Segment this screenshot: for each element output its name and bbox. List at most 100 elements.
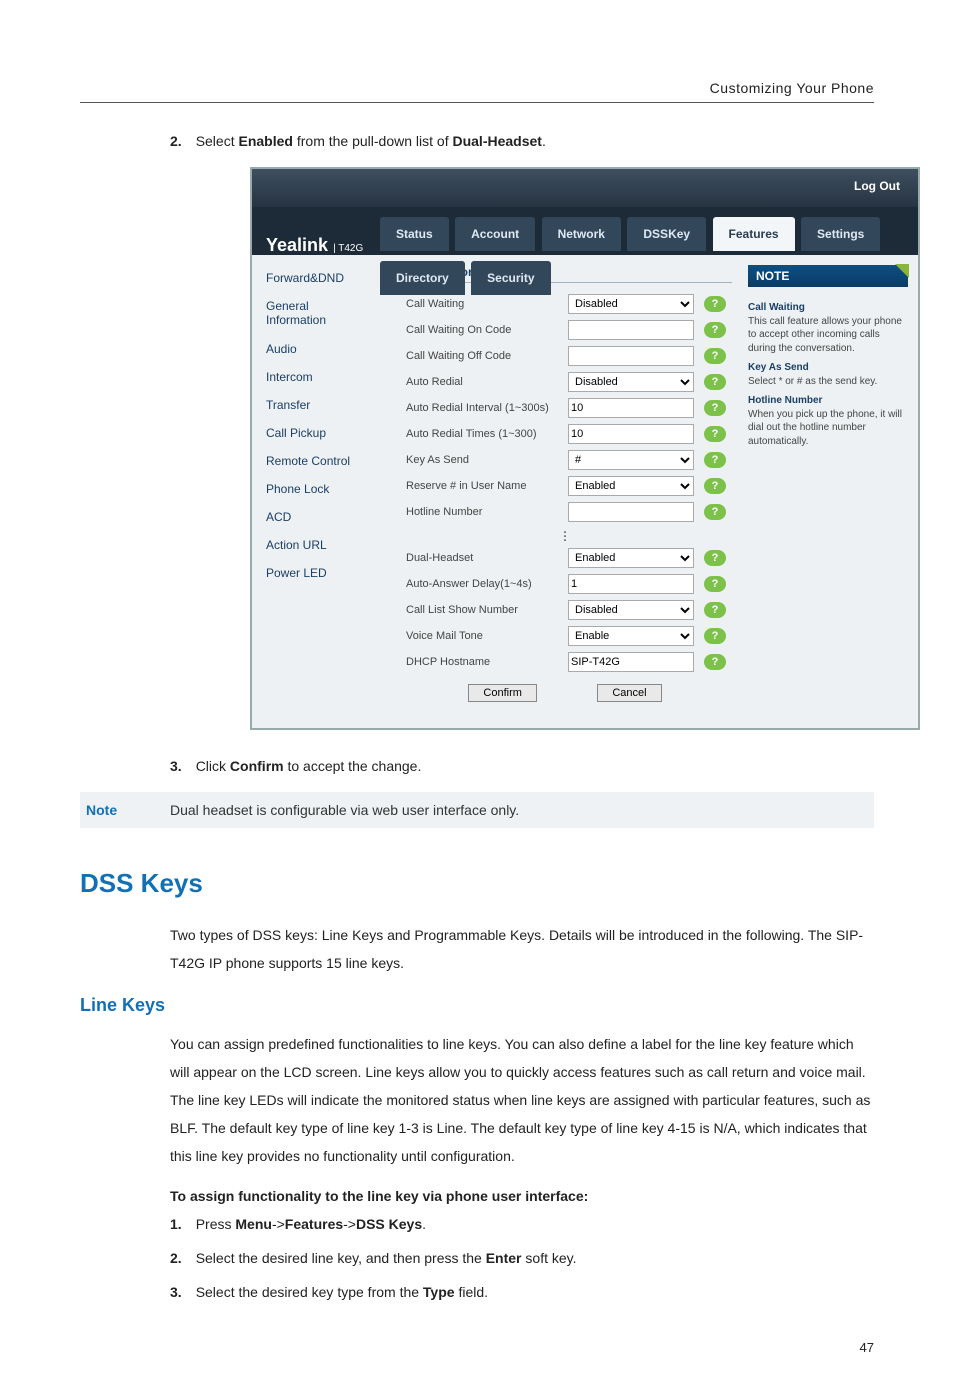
sidebar-item-general[interactable]: GeneralInformation: [252, 293, 392, 334]
form-row: Auto-Answer Delay(1~4s)?: [398, 571, 732, 597]
tab-status[interactable]: Status: [380, 217, 449, 251]
sidebar-item-acd[interactable]: ACD: [252, 504, 392, 530]
form-row: Dual-HeadsetEnabled?: [398, 545, 732, 571]
ol-3: 3.Select the desired key type from the T…: [170, 1284, 874, 1300]
tab-security[interactable]: Security: [471, 261, 550, 295]
text-input[interactable]: [568, 502, 694, 522]
select-input[interactable]: Enabled: [568, 548, 694, 568]
field-label: Hotline Number: [398, 506, 568, 518]
form-row: Auto Redial Interval (1~300s)?: [398, 395, 732, 421]
help-icon[interactable]: ?: [704, 322, 726, 338]
help-icon[interactable]: ?: [704, 478, 726, 494]
sidebar-item-remote[interactable]: Remote Control: [252, 448, 392, 474]
field-label: Voice Mail Tone: [398, 630, 568, 642]
select-input[interactable]: Disabled: [568, 294, 694, 314]
help-icon[interactable]: ?: [704, 628, 726, 644]
form-row: Call List Show NumberDisabled?: [398, 597, 732, 623]
field-label: Auto Redial Interval (1~300s): [398, 402, 568, 414]
confirm-button[interactable]: Confirm: [468, 684, 537, 702]
text-input[interactable]: [568, 424, 694, 444]
field-label: Call Waiting: [398, 298, 568, 310]
note-text: Dual headset is configurable via web use…: [170, 802, 519, 818]
field-label: Auto Redial: [398, 376, 568, 388]
tab-network[interactable]: Network: [542, 217, 621, 251]
linekeys-heading: Line Keys: [80, 995, 874, 1016]
form-row: Reserve # in User NameEnabled?: [398, 473, 732, 499]
select-input[interactable]: Disabled: [568, 372, 694, 392]
screenshot-topbar: Log Out: [252, 169, 918, 207]
note-item-body: This call feature allows your phone to a…: [748, 315, 908, 356]
select-input[interactable]: Enable: [568, 626, 694, 646]
field-label: Auto-Answer Delay(1~4s): [398, 578, 568, 590]
page-header: Customizing Your Phone: [80, 80, 874, 96]
help-icon[interactable]: ?: [704, 602, 726, 618]
step-3: 3.Click Confirm to accept the change.: [170, 758, 874, 774]
text-input[interactable]: [568, 652, 694, 672]
logout-link[interactable]: Log Out: [854, 179, 900, 193]
field-label: Call Waiting On Code: [398, 324, 568, 336]
sidebar-item-phonelock[interactable]: Phone Lock: [252, 476, 392, 502]
tab-dsskey[interactable]: DSSKey: [627, 217, 706, 251]
text-input[interactable]: [568, 398, 694, 418]
help-icon[interactable]: ?: [704, 452, 726, 468]
ellipsis: ...: [398, 525, 732, 545]
select-input[interactable]: #: [568, 450, 694, 470]
cancel-button[interactable]: Cancel: [597, 684, 661, 702]
select-input[interactable]: Enabled: [568, 476, 694, 496]
tab-features[interactable]: Features: [713, 217, 795, 251]
sidebar-item-audio[interactable]: Audio: [252, 336, 392, 362]
form-row: Call Waiting On Code?: [398, 317, 732, 343]
header-rule: [80, 102, 874, 103]
form-row: Voice Mail ToneEnable?: [398, 623, 732, 649]
sidebar-item-intercom[interactable]: Intercom: [252, 364, 392, 390]
form-row: Auto RedialDisabled?: [398, 369, 732, 395]
tab-account[interactable]: Account: [455, 217, 535, 251]
tab-settings[interactable]: Settings: [801, 217, 880, 251]
note-label: Note: [80, 802, 170, 818]
help-icon[interactable]: ?: [704, 654, 726, 670]
sidebar-item-callpickup[interactable]: Call Pickup: [252, 420, 392, 446]
assign-heading: To assign functionality to the line key …: [170, 1188, 874, 1204]
side-menu: Forward&DND GeneralInformation Audio Int…: [252, 255, 392, 728]
help-icon[interactable]: ?: [704, 576, 726, 592]
sidebar-item-powerled[interactable]: Power LED: [252, 560, 392, 586]
help-icon[interactable]: ?: [704, 296, 726, 312]
dss-heading: DSS Keys: [80, 868, 874, 899]
note-item-heading: Hotline Number: [748, 394, 908, 408]
text-input[interactable]: [568, 320, 694, 340]
tab-directory[interactable]: Directory: [380, 261, 465, 295]
page-number: 47: [80, 1340, 874, 1355]
help-icon[interactable]: ?: [704, 504, 726, 520]
help-icon[interactable]: ?: [704, 348, 726, 364]
note-bar: Note Dual headset is configurable via we…: [80, 792, 874, 828]
field-label: Auto Redial Times (1~300): [398, 428, 568, 440]
sidebar-item-actionurl[interactable]: Action URL: [252, 532, 392, 558]
text-input[interactable]: [568, 346, 694, 366]
note-item-body: Select * or # as the send key.: [748, 375, 908, 389]
form-row: DHCP Hostname?: [398, 649, 732, 675]
help-icon[interactable]: ?: [704, 426, 726, 442]
form-row: Key As Send#?: [398, 447, 732, 473]
field-label: DHCP Hostname: [398, 656, 568, 668]
field-label: Key As Send: [398, 454, 568, 466]
field-label: Call List Show Number: [398, 604, 568, 616]
dss-paragraph: Two types of DSS keys: Line Keys and Pro…: [170, 921, 874, 977]
field-label: Reserve # in User Name: [398, 480, 568, 492]
ol-1: 1.Press Menu->Features->DSS Keys.: [170, 1216, 874, 1232]
help-icon[interactable]: ?: [704, 374, 726, 390]
help-icon[interactable]: ?: [704, 400, 726, 416]
main-panel: General Information Call WaitingDisabled…: [392, 255, 738, 728]
sidebar-item-transfer[interactable]: Transfer: [252, 392, 392, 418]
sidebar-item-forward[interactable]: Forward&DND: [252, 265, 392, 291]
ol-2: 2.Select the desired line key, and then …: [170, 1250, 874, 1266]
select-input[interactable]: Disabled: [568, 600, 694, 620]
field-label: Call Waiting Off Code: [398, 350, 568, 362]
screenshot: Log Out Yealink | T42G Status Account Ne…: [250, 167, 920, 730]
note-item-heading: Call Waiting: [748, 301, 908, 315]
help-icon[interactable]: ?: [704, 550, 726, 566]
linekeys-paragraph: You can assign predefined functionalitie…: [170, 1030, 874, 1170]
note-column: NOTE Call WaitingThis call feature allow…: [738, 255, 918, 728]
note-item-heading: Key As Send: [748, 361, 908, 375]
form-row: Call Waiting Off Code?: [398, 343, 732, 369]
text-input[interactable]: [568, 574, 694, 594]
